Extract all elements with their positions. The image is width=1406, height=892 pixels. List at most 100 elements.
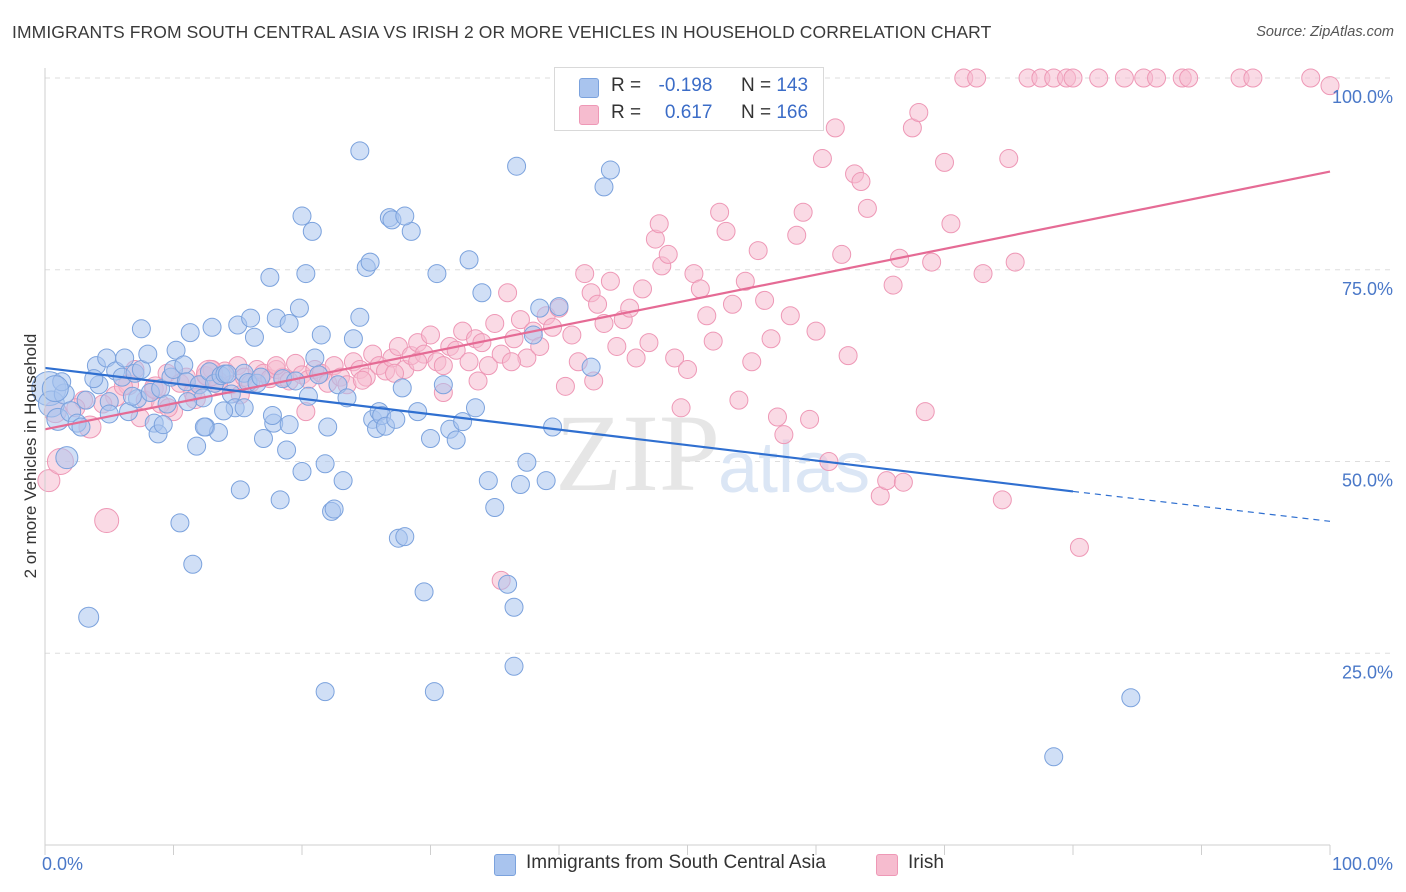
- irish-point: [607, 336, 627, 356]
- irish-point: [649, 214, 669, 234]
- irish-point: [588, 294, 608, 314]
- south-central-asia-point: [251, 367, 271, 387]
- irish-point: [967, 68, 987, 88]
- south-central-asia-point: [507, 156, 527, 176]
- irish-point: [735, 271, 755, 291]
- irish-point: [459, 352, 479, 372]
- south-central-asia-point: [138, 344, 158, 364]
- south-central-asia-point: [174, 355, 194, 375]
- south-central-asia-point: [594, 177, 614, 197]
- irish-point: [658, 244, 678, 264]
- south-central-asia-point: [296, 264, 316, 284]
- south-central-asia-point: [253, 428, 273, 448]
- irish-point: [600, 271, 620, 291]
- irish-point: [94, 508, 120, 534]
- irish-point: [639, 333, 659, 353]
- south-central-asia-point: [386, 409, 406, 429]
- south-central-asia-points: [31, 141, 1141, 767]
- y-tick-label: 75.0%: [1342, 279, 1393, 299]
- irish-point: [909, 103, 929, 123]
- south-central-asia-point: [343, 329, 363, 349]
- legend-n-label: N =: [740, 75, 772, 96]
- south-central-asia-point: [315, 454, 335, 474]
- irish-point: [729, 390, 749, 410]
- south-central-asia-point: [131, 319, 151, 339]
- south-central-asia-point: [260, 267, 280, 287]
- south-central-asia-point: [292, 206, 312, 226]
- irish-point: [478, 356, 498, 376]
- south-central-asia-point: [187, 436, 207, 456]
- irish-point: [703, 331, 723, 351]
- irish-point: [555, 376, 575, 396]
- south-central-asia-point: [510, 475, 530, 495]
- bottom-legend-swatch-pink: [876, 854, 898, 876]
- y-tick-label: 50.0%: [1342, 471, 1393, 491]
- irish-trend-line: [44, 170, 1331, 431]
- irish-point: [838, 346, 858, 366]
- south-central-asia-point: [433, 375, 453, 395]
- irish-point: [1320, 76, 1340, 96]
- irish-point: [883, 275, 903, 295]
- irish-point: [774, 425, 794, 445]
- irish-point: [485, 313, 505, 333]
- irish-point: [857, 198, 877, 218]
- irish-point: [562, 325, 582, 345]
- south-central-asia-point: [414, 582, 434, 602]
- south-central-asia-point: [523, 325, 543, 345]
- south-central-asia-point: [55, 446, 79, 470]
- irish-point: [767, 407, 787, 427]
- irish-point: [806, 321, 826, 341]
- irish-point: [992, 490, 1012, 510]
- irish-point: [832, 244, 852, 264]
- south-central-asia-point: [302, 221, 322, 241]
- bottom-legend-swatch-blue: [494, 854, 516, 876]
- bottom-legend-label-pink: Irish: [908, 852, 944, 873]
- south-central-asia-point: [504, 656, 524, 676]
- south-central-asia-point: [289, 298, 309, 318]
- irish-point: [510, 310, 530, 330]
- irish-point: [915, 402, 935, 422]
- watermark: ZIP atlas: [555, 392, 870, 514]
- legend-r-value: 0.617: [664, 102, 713, 123]
- south-central-asia-point: [446, 430, 466, 450]
- irish-point: [780, 306, 800, 326]
- irish-point: [678, 359, 697, 379]
- south-central-asia-point: [298, 386, 318, 406]
- irish-point: [575, 264, 595, 284]
- irish-point: [812, 149, 832, 169]
- irish-point: [690, 279, 710, 299]
- irish-point: [793, 202, 813, 222]
- irish-point: [1301, 68, 1321, 88]
- irish-point: [935, 152, 954, 172]
- south-central-asia-point: [122, 386, 142, 406]
- irish-point: [385, 363, 405, 383]
- irish-point: [1147, 68, 1167, 88]
- south-central-asia-point: [99, 404, 119, 424]
- irish-point: [761, 329, 781, 349]
- irish-point: [941, 214, 961, 234]
- south-central-asia-point: [166, 340, 186, 360]
- y-tick-label: 25.0%: [1342, 662, 1393, 682]
- irish-point: [468, 371, 488, 391]
- irish-point: [877, 471, 897, 491]
- south-central-asia-point: [498, 574, 518, 594]
- south-central-asia-point: [549, 297, 569, 317]
- south-central-asia-point: [214, 401, 234, 421]
- south-central-asia-point: [194, 417, 214, 437]
- irish-point: [742, 352, 762, 372]
- south-central-asia-point: [1044, 747, 1064, 767]
- watermark-zip: ZIP: [555, 392, 720, 514]
- south-central-asia-point: [180, 323, 200, 343]
- south-central-asia-point: [504, 597, 524, 617]
- south-central-asia-point: [311, 325, 331, 345]
- south-central-asia-point: [318, 417, 338, 437]
- south-central-asia-point: [421, 428, 440, 448]
- irish-point: [825, 118, 845, 138]
- south-central-asia-point: [78, 606, 100, 628]
- bottom-legend-label-blue: Immigrants from South Central Asia: [526, 852, 826, 873]
- irish-point: [421, 325, 440, 345]
- south-central-asia-point: [517, 452, 537, 472]
- south-central-asia-point: [241, 308, 261, 328]
- legend-r-value: -0.198: [658, 75, 713, 96]
- south-central-asia-point: [453, 412, 473, 432]
